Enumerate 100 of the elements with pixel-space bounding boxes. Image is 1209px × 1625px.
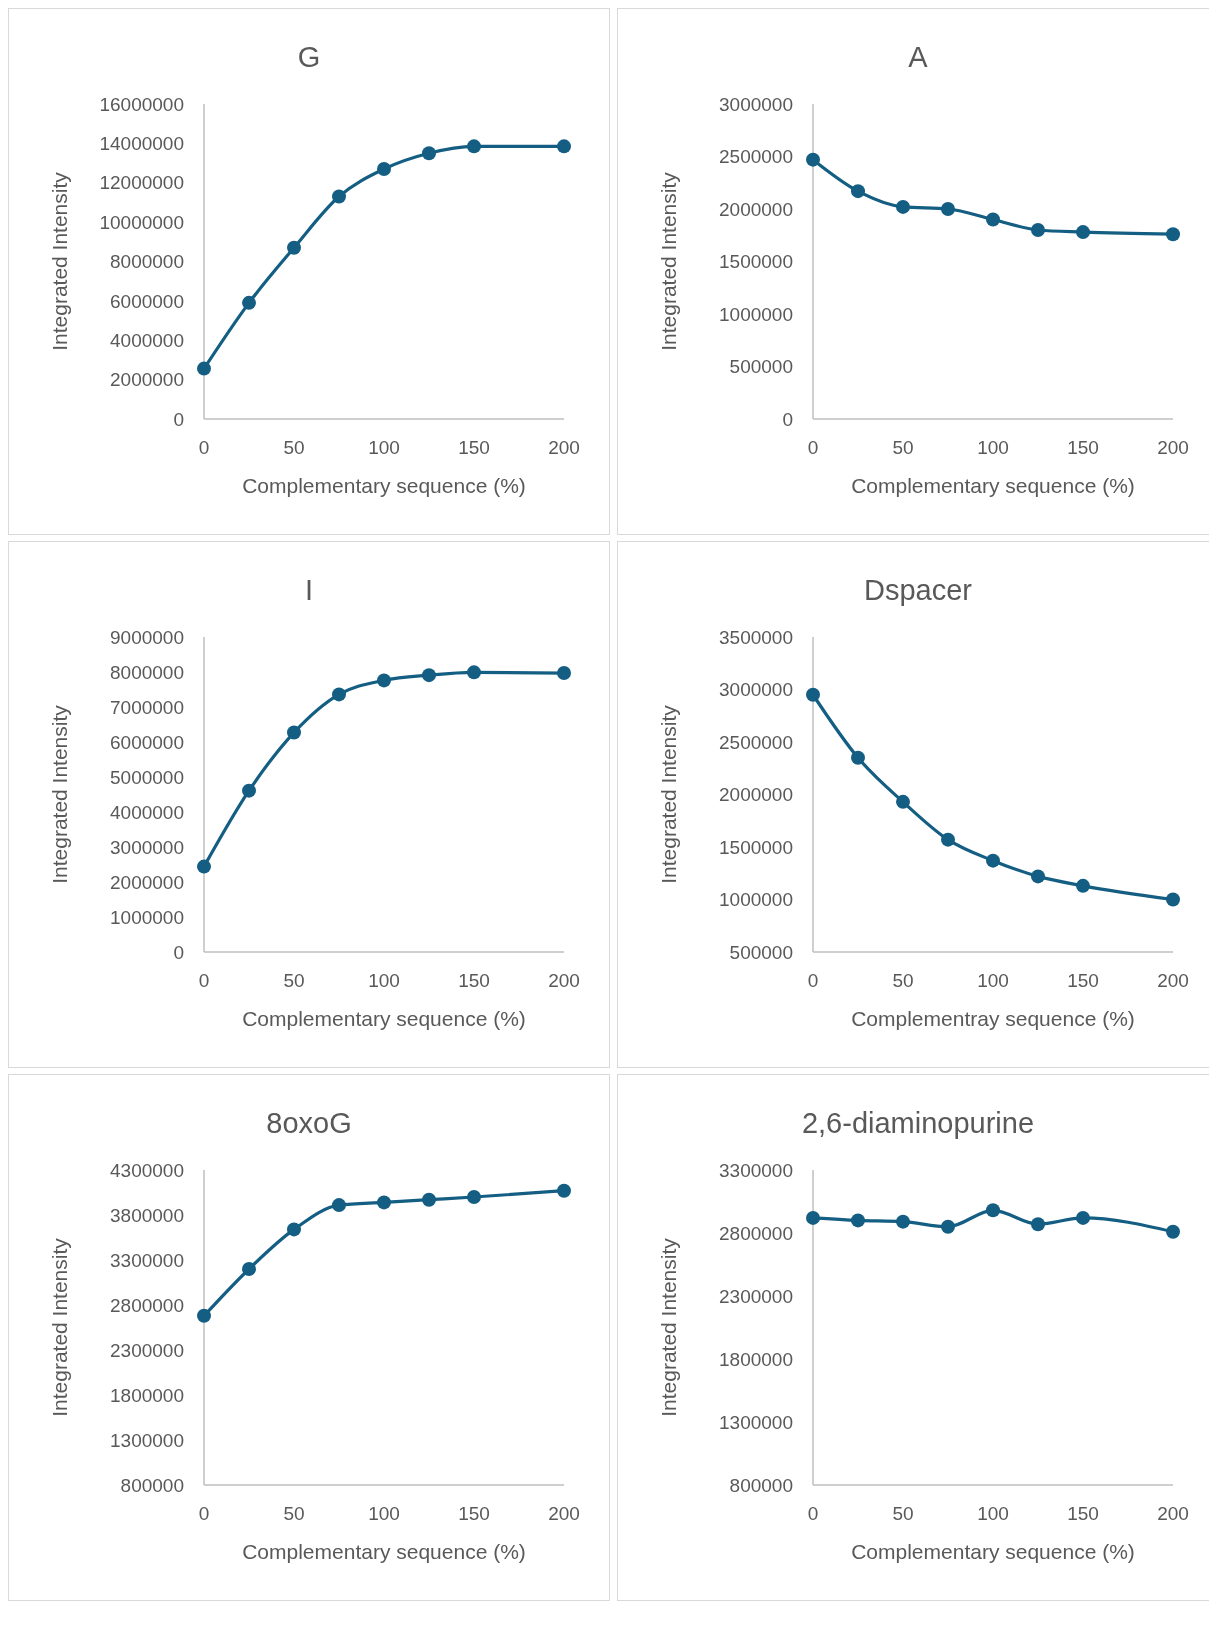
point — [851, 184, 865, 199]
y-axis-title: Integrated Intensity — [657, 704, 680, 884]
x-tick-label: 100 — [368, 437, 400, 458]
point — [1076, 225, 1090, 240]
x-axis-title: Complementary sequence (%) — [242, 1540, 526, 1563]
y-tick-label: 800000 — [120, 1474, 184, 1496]
x-tick-label: 150 — [458, 1503, 490, 1524]
y-axis-title: Integrated Intensity — [657, 171, 680, 351]
x-tick-label: 150 — [458, 437, 490, 458]
y-tick-label: 1500000 — [719, 836, 793, 858]
point — [332, 687, 346, 702]
y-tick-label: 500000 — [729, 356, 793, 378]
x-axis-title: Complementary sequence (%) — [242, 474, 526, 497]
y-tick-label: 3800000 — [110, 1204, 184, 1226]
y-tick-label: 1000000 — [719, 303, 793, 325]
y-tick-label: 2800000 — [110, 1294, 184, 1316]
point — [197, 1308, 211, 1323]
point — [851, 750, 865, 765]
y-tick-label: 4300000 — [110, 1159, 184, 1181]
y-tick-label: 1800000 — [719, 1348, 793, 1370]
point — [377, 673, 391, 688]
x-tick-label: 200 — [548, 1503, 580, 1524]
y-tick-label: 0 — [782, 408, 793, 430]
point — [287, 240, 301, 255]
x-tick-label: 50 — [892, 1503, 914, 1524]
x-tick-label: 0 — [198, 970, 210, 991]
y-axis-title: Integrated Intensity — [48, 1237, 71, 1417]
point — [557, 139, 571, 154]
y-tick-label: 0 — [173, 941, 184, 963]
x-tick-label: 100 — [977, 437, 1009, 458]
point — [422, 146, 436, 161]
point — [197, 859, 211, 874]
y-tick-label: 3500000 — [719, 626, 793, 648]
point — [986, 853, 1000, 868]
point — [1076, 878, 1090, 893]
y-tick-label: 7000000 — [110, 696, 184, 718]
y-tick-label: 2500000 — [719, 731, 793, 753]
x-tick-label: 150 — [1067, 970, 1099, 991]
y-tick-label: 9000000 — [110, 626, 184, 648]
y-tick-label: 3000000 — [110, 836, 184, 858]
y-tick-label: 2000000 — [719, 784, 793, 806]
y-tick-label: 3300000 — [110, 1249, 184, 1271]
x-tick-label: 50 — [892, 970, 914, 991]
chart-title: A — [908, 41, 929, 73]
y-tick-label: 2300000 — [110, 1339, 184, 1361]
y-tick-label: 800000 — [729, 1474, 793, 1496]
y-tick-label: 14000000 — [99, 133, 184, 155]
x-tick-label: 0 — [807, 970, 819, 991]
y-tick-label: 1300000 — [110, 1429, 184, 1451]
chart-title: Dspacer — [864, 574, 973, 606]
y-tick-label: 1800000 — [110, 1384, 184, 1406]
x-axis-title: Complementary sequence (%) — [242, 1007, 526, 1030]
point — [197, 361, 211, 376]
x-tick-label: 50 — [283, 437, 305, 458]
y-tick-label: 2500000 — [719, 146, 793, 168]
y-tick-label: 0 — [173, 408, 184, 430]
x-tick-label: 50 — [283, 970, 305, 991]
point — [896, 794, 910, 809]
x-axis-title: Complementary sequence (%) — [851, 1540, 1135, 1563]
point — [377, 161, 391, 176]
point — [986, 1203, 1000, 1218]
point — [377, 1195, 391, 1210]
x-tick-label: 50 — [283, 1503, 305, 1524]
y-tick-label: 6000000 — [110, 731, 184, 753]
chart-title: I — [304, 574, 314, 606]
point — [242, 295, 256, 310]
y-tick-label: 8000000 — [110, 251, 184, 273]
y-axis-title: Integrated Intensity — [48, 171, 71, 351]
point — [242, 783, 256, 798]
point — [287, 1222, 301, 1237]
point — [1031, 869, 1045, 884]
y-tick-label: 2000000 — [110, 369, 184, 391]
point — [941, 832, 955, 847]
y-tick-label: 1500000 — [719, 251, 793, 273]
x-tick-label: 200 — [548, 437, 580, 458]
y-tick-label: 4000000 — [110, 329, 184, 351]
point — [941, 1219, 955, 1234]
y-tick-label: 1300000 — [719, 1411, 793, 1433]
x-tick-label: 0 — [198, 1503, 210, 1524]
point — [1166, 892, 1180, 907]
x-tick-label: 100 — [368, 970, 400, 991]
y-tick-label: 2300000 — [719, 1285, 793, 1307]
point — [332, 1198, 346, 1213]
chart-title: 2,6-diaminopurine — [801, 1107, 1035, 1139]
point — [806, 1210, 820, 1225]
point — [332, 189, 346, 204]
point — [422, 668, 436, 683]
x-tick-label: 150 — [1067, 437, 1099, 458]
x-tick-label: 100 — [977, 970, 1009, 991]
y-tick-label: 10000000 — [99, 211, 184, 233]
x-axis-title: Complementary sequence (%) — [851, 474, 1135, 497]
y-tick-label: 4000000 — [110, 801, 184, 823]
point — [896, 1214, 910, 1229]
point — [287, 725, 301, 740]
point — [467, 665, 481, 680]
point — [806, 687, 820, 702]
y-tick-label: 2000000 — [719, 198, 793, 220]
y-tick-label: 2800000 — [719, 1222, 793, 1244]
point — [242, 1262, 256, 1276]
point — [557, 666, 571, 681]
